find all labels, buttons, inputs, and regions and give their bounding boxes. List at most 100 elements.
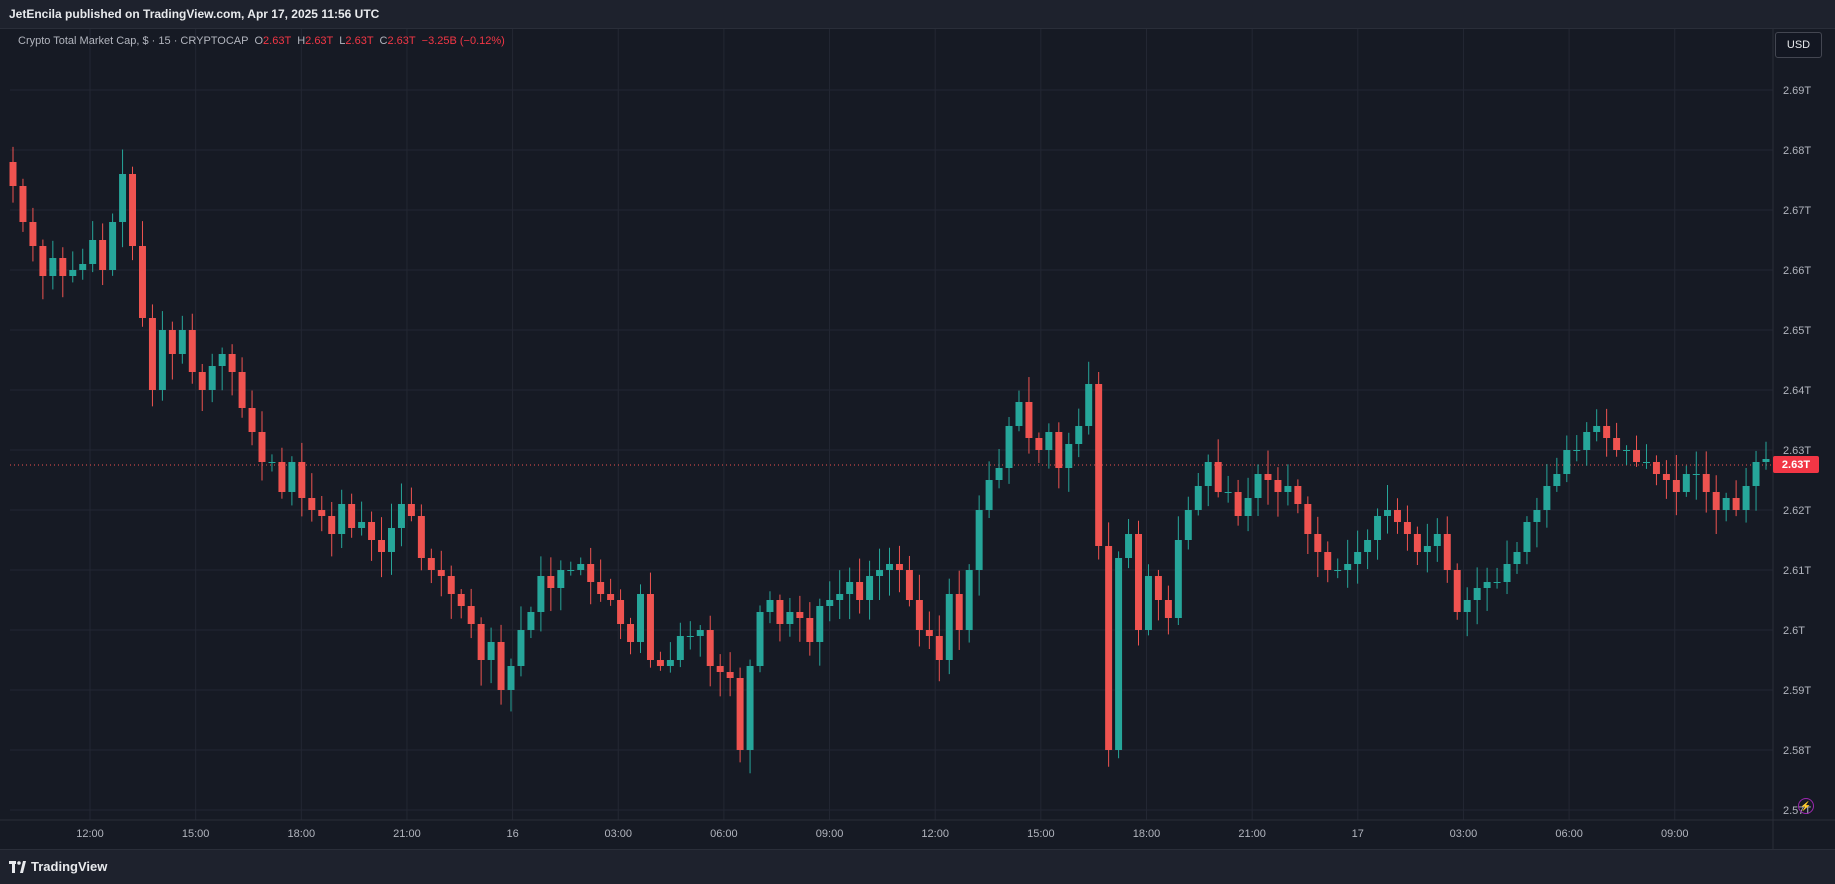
candle[interactable] <box>726 652 734 697</box>
candle[interactable] <box>1623 445 1631 466</box>
candle[interactable] <box>1672 455 1680 516</box>
candle[interactable] <box>1204 454 1212 507</box>
candle[interactable] <box>766 591 774 624</box>
candle[interactable] <box>866 560 874 620</box>
candle[interactable] <box>1682 465 1690 497</box>
candle[interactable] <box>886 547 893 596</box>
candle[interactable] <box>617 589 625 640</box>
candle[interactable] <box>228 344 236 396</box>
candle[interactable] <box>547 557 555 612</box>
candle[interactable] <box>1055 422 1063 489</box>
candle[interactable] <box>816 598 824 666</box>
candle[interactable] <box>268 454 276 472</box>
candle[interactable] <box>1194 473 1202 516</box>
candle[interactable] <box>1324 541 1332 583</box>
candle[interactable] <box>19 178 27 232</box>
candle[interactable] <box>856 558 864 614</box>
candle[interactable] <box>1035 432 1043 463</box>
candle[interactable] <box>1393 498 1401 534</box>
candle[interactable] <box>318 495 326 532</box>
candle[interactable] <box>497 624 505 705</box>
candle[interactable] <box>1135 520 1142 646</box>
candle[interactable] <box>158 311 166 401</box>
candle[interactable] <box>716 654 724 697</box>
candle[interactable] <box>1433 518 1441 562</box>
candle[interactable] <box>1274 467 1282 517</box>
candle[interactable] <box>1284 464 1292 506</box>
candle[interactable] <box>467 588 475 639</box>
candle[interactable] <box>1344 539 1352 588</box>
candle[interactable] <box>1085 361 1093 435</box>
candle[interactable] <box>1503 540 1511 595</box>
candle[interactable] <box>59 247 67 298</box>
candle[interactable] <box>368 511 376 561</box>
candle[interactable] <box>129 166 137 261</box>
candle[interactable] <box>178 315 186 364</box>
candle[interactable] <box>1244 477 1252 532</box>
candle[interactable] <box>288 456 296 506</box>
candle[interactable] <box>218 347 226 391</box>
candle[interactable] <box>9 146 17 203</box>
candle[interactable] <box>1413 526 1421 565</box>
candle[interactable] <box>1583 422 1591 466</box>
candle[interactable] <box>1712 475 1720 534</box>
candle[interactable] <box>168 321 176 380</box>
candle[interactable] <box>407 487 415 522</box>
candle[interactable] <box>537 556 545 632</box>
candle[interactable] <box>1105 522 1113 767</box>
candle[interactable] <box>975 495 983 596</box>
candle[interactable] <box>1613 422 1621 457</box>
candle[interactable] <box>1752 450 1760 511</box>
candle[interactable] <box>447 565 455 619</box>
candle[interactable] <box>1742 467 1750 523</box>
candle[interactable] <box>39 239 47 300</box>
candle[interactable] <box>1553 457 1561 492</box>
candle[interactable] <box>487 627 495 684</box>
candle[interactable] <box>1045 423 1053 469</box>
candle[interactable] <box>427 548 435 584</box>
candle[interactable] <box>796 595 804 642</box>
candle[interactable] <box>1224 475 1232 503</box>
candle[interactable] <box>1354 530 1362 584</box>
candle[interactable] <box>945 578 953 675</box>
candle[interactable] <box>1025 377 1033 454</box>
candle[interactable] <box>756 605 764 673</box>
candle[interactable] <box>1573 435 1581 462</box>
candle[interactable] <box>965 564 973 643</box>
candle[interactable] <box>876 548 884 601</box>
candle[interactable] <box>1065 432 1073 492</box>
candle[interactable] <box>278 447 286 499</box>
legend-symbol[interactable]: Crypto Total Market Cap, $ · 15 · CRYPTO… <box>18 35 249 47</box>
candle[interactable] <box>1264 450 1272 505</box>
candle[interactable] <box>1294 479 1302 514</box>
candle[interactable] <box>358 501 366 536</box>
candle[interactable] <box>985 461 993 519</box>
candle[interactable] <box>935 615 943 682</box>
candle[interactable] <box>577 557 585 576</box>
candle[interactable] <box>1334 558 1342 579</box>
candle[interactable] <box>1164 585 1172 635</box>
candle[interactable] <box>1483 567 1491 611</box>
candle[interactable] <box>148 304 156 407</box>
candle[interactable] <box>607 578 615 606</box>
candle[interactable] <box>1364 529 1372 570</box>
candle[interactable] <box>198 363 206 412</box>
candle[interactable] <box>1603 408 1611 457</box>
candle[interactable] <box>238 357 246 418</box>
candle[interactable] <box>776 594 784 642</box>
candle[interactable] <box>746 659 754 774</box>
candle[interactable] <box>1144 564 1152 636</box>
candle[interactable] <box>1234 479 1242 526</box>
currency-button[interactable]: USD <box>1775 32 1822 58</box>
candle[interactable] <box>1453 563 1461 620</box>
candle[interactable] <box>388 503 395 575</box>
candle[interactable] <box>507 658 515 712</box>
candle[interactable] <box>1642 444 1650 469</box>
candle[interactable] <box>646 572 654 668</box>
candle[interactable] <box>1523 516 1531 565</box>
candle[interactable] <box>1463 587 1471 637</box>
candle[interactable] <box>1593 409 1601 442</box>
candle[interactable] <box>1513 541 1521 574</box>
candle[interactable] <box>597 559 605 602</box>
candle[interactable] <box>89 221 97 273</box>
